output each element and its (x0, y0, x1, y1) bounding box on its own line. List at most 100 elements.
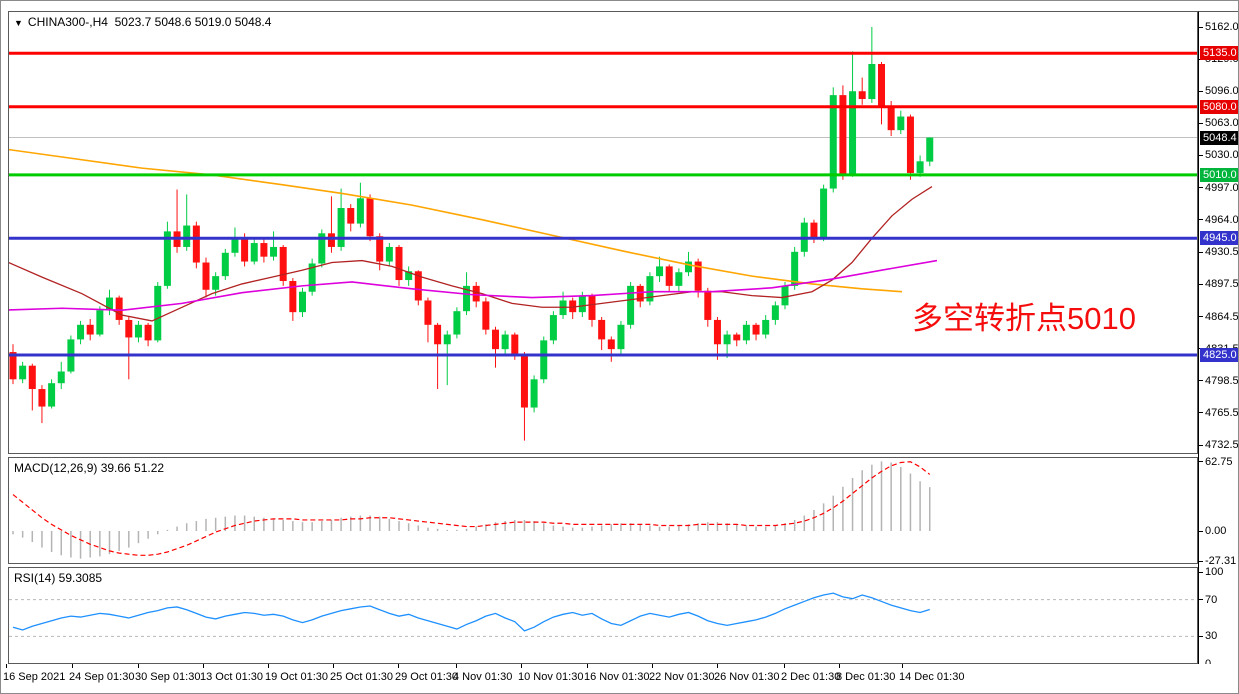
time-axis-tick (902, 664, 903, 668)
candle-bull (154, 285, 162, 341)
candle-bear (434, 324, 442, 345)
macd-chart[interactable] (9, 458, 1197, 563)
price-badge: 5010.0 (1200, 167, 1238, 182)
rsi-axis-label: 70 (1199, 593, 1217, 607)
ma-slow-orange (9, 148, 903, 293)
candle-bull (868, 63, 876, 100)
rsi-line (12, 592, 930, 632)
price-axis-label: 4964.0 (1199, 213, 1238, 227)
candle-bull (134, 324, 142, 338)
candle-bear (752, 324, 760, 335)
macd-pane[interactable]: MACD(12,26,9) 39.66 51.22 (8, 457, 1198, 564)
candle-bull (405, 271, 413, 281)
time-axis-tick (652, 664, 653, 668)
time-axis-tick (398, 664, 399, 668)
time-axis-label: 30 Sep 01:30 (135, 671, 201, 683)
candle-bull (48, 383, 56, 407)
candle-bear (694, 261, 702, 291)
price-axis-label: 5030.0 (1199, 148, 1238, 162)
axis-tick (1199, 530, 1203, 532)
time-axis-label: 24 Sep 01:30 (69, 671, 135, 683)
axis-tick (1199, 26, 1203, 28)
candle-bear (588, 295, 596, 320)
candle-bear (733, 334, 741, 341)
candle-bull (829, 95, 837, 189)
candle-bear (202, 262, 210, 290)
candle-bear (347, 208, 355, 224)
time-axis-tick (333, 664, 334, 668)
candle-bear (482, 301, 490, 330)
candle-bear (887, 106, 895, 131)
candle-bull (299, 291, 306, 313)
axis-tick (1199, 122, 1203, 124)
candle-bear (858, 91, 866, 100)
candle-bull (685, 261, 692, 273)
candle-bull (183, 225, 191, 247)
axis-tick (1199, 412, 1203, 414)
candle-bear (704, 290, 712, 320)
candle-bear (878, 63, 885, 107)
price-badge: 4825.0 (1200, 347, 1238, 362)
candle-bull (771, 305, 779, 320)
axis-tick (1199, 571, 1203, 573)
price-axis-label: 4997.0 (1199, 181, 1238, 195)
price-badge: 5048.4 (1200, 130, 1238, 145)
price-axis-label: 4897.5 (1199, 277, 1238, 291)
macd-axis-label: 62.75 (1199, 455, 1233, 469)
price-axis-label: 5063.0 (1199, 116, 1238, 130)
rsi-axis-label: 100 (1199, 565, 1223, 579)
price-axis-label: 4798.5 (1199, 374, 1238, 388)
candlestick-chart[interactable] (9, 12, 1197, 453)
candle-bull (617, 324, 625, 350)
candle-bear (810, 222, 818, 238)
candle-bull (163, 231, 171, 286)
time-axis-tick (138, 664, 139, 668)
price-scale[interactable]: 5162.05129.05096.05063.05030.04997.04964… (1198, 11, 1238, 670)
time-axis-tick (587, 664, 588, 668)
price-axis-label: 4930.5 (1199, 245, 1238, 259)
price-axis-label: 5096.0 (1199, 84, 1238, 98)
candle-bull (820, 188, 828, 238)
candle-bull (463, 285, 471, 312)
ma-mid-firebrick (9, 186, 933, 322)
candle-bull (443, 334, 451, 345)
candle-bear (492, 329, 499, 350)
axis-tick (1199, 380, 1203, 382)
candle-bear (86, 324, 94, 335)
time-axis-tick (456, 664, 457, 668)
candle-bull (96, 310, 104, 335)
candle-bull (221, 252, 229, 277)
candle-bull (916, 161, 924, 173)
axis-tick (1199, 461, 1203, 463)
macd-axis-label: 0.00 (1199, 524, 1226, 538)
time-axis-label: 19 Oct 01:30 (265, 671, 328, 683)
time-axis[interactable]: 16 Sep 2021 24 Sep 01:30 30 Sep 01:30 13 Oc… (1, 664, 1238, 692)
rsi-chart[interactable] (9, 568, 1197, 663)
time-axis-label: 4 Nov 01:30 (453, 671, 513, 683)
time-axis-label: 16 Sep 2021 (3, 671, 66, 683)
candle-bull (627, 285, 635, 325)
candle-bear (424, 300, 432, 325)
candle-bear (366, 198, 374, 237)
main-chart-pane[interactable]: ▼ CHINA300-,H4 5023.7 5048.6 5019.0 5048.… (8, 11, 1198, 454)
candle-bull (77, 324, 85, 340)
candle-bear (839, 95, 847, 174)
annotation-text: 多空转折点5010 (912, 301, 1136, 336)
time-axis-label: 8 Dec 01:30 (836, 671, 896, 683)
rsi-axis-label: 30 (1199, 629, 1217, 643)
candle-bear (241, 237, 249, 262)
candle-bear (289, 281, 297, 313)
candle-bull (926, 137, 934, 162)
macd-label: MACD(12,26,9) 39.66 51.22 (14, 461, 165, 475)
candle-bear (607, 339, 615, 350)
candle-bull (742, 324, 750, 341)
candle-bear (376, 236, 384, 262)
symbol-dropdown-icon[interactable]: ▼ (14, 18, 23, 28)
candle-bull (549, 315, 557, 341)
rsi-pane[interactable]: RSI(14) 59.3085 (8, 567, 1198, 664)
candle-bear (636, 285, 644, 302)
time-axis-label: 2 Dec 01:30 (781, 671, 841, 683)
candle-bear (511, 334, 519, 355)
candle-bull (530, 379, 538, 408)
